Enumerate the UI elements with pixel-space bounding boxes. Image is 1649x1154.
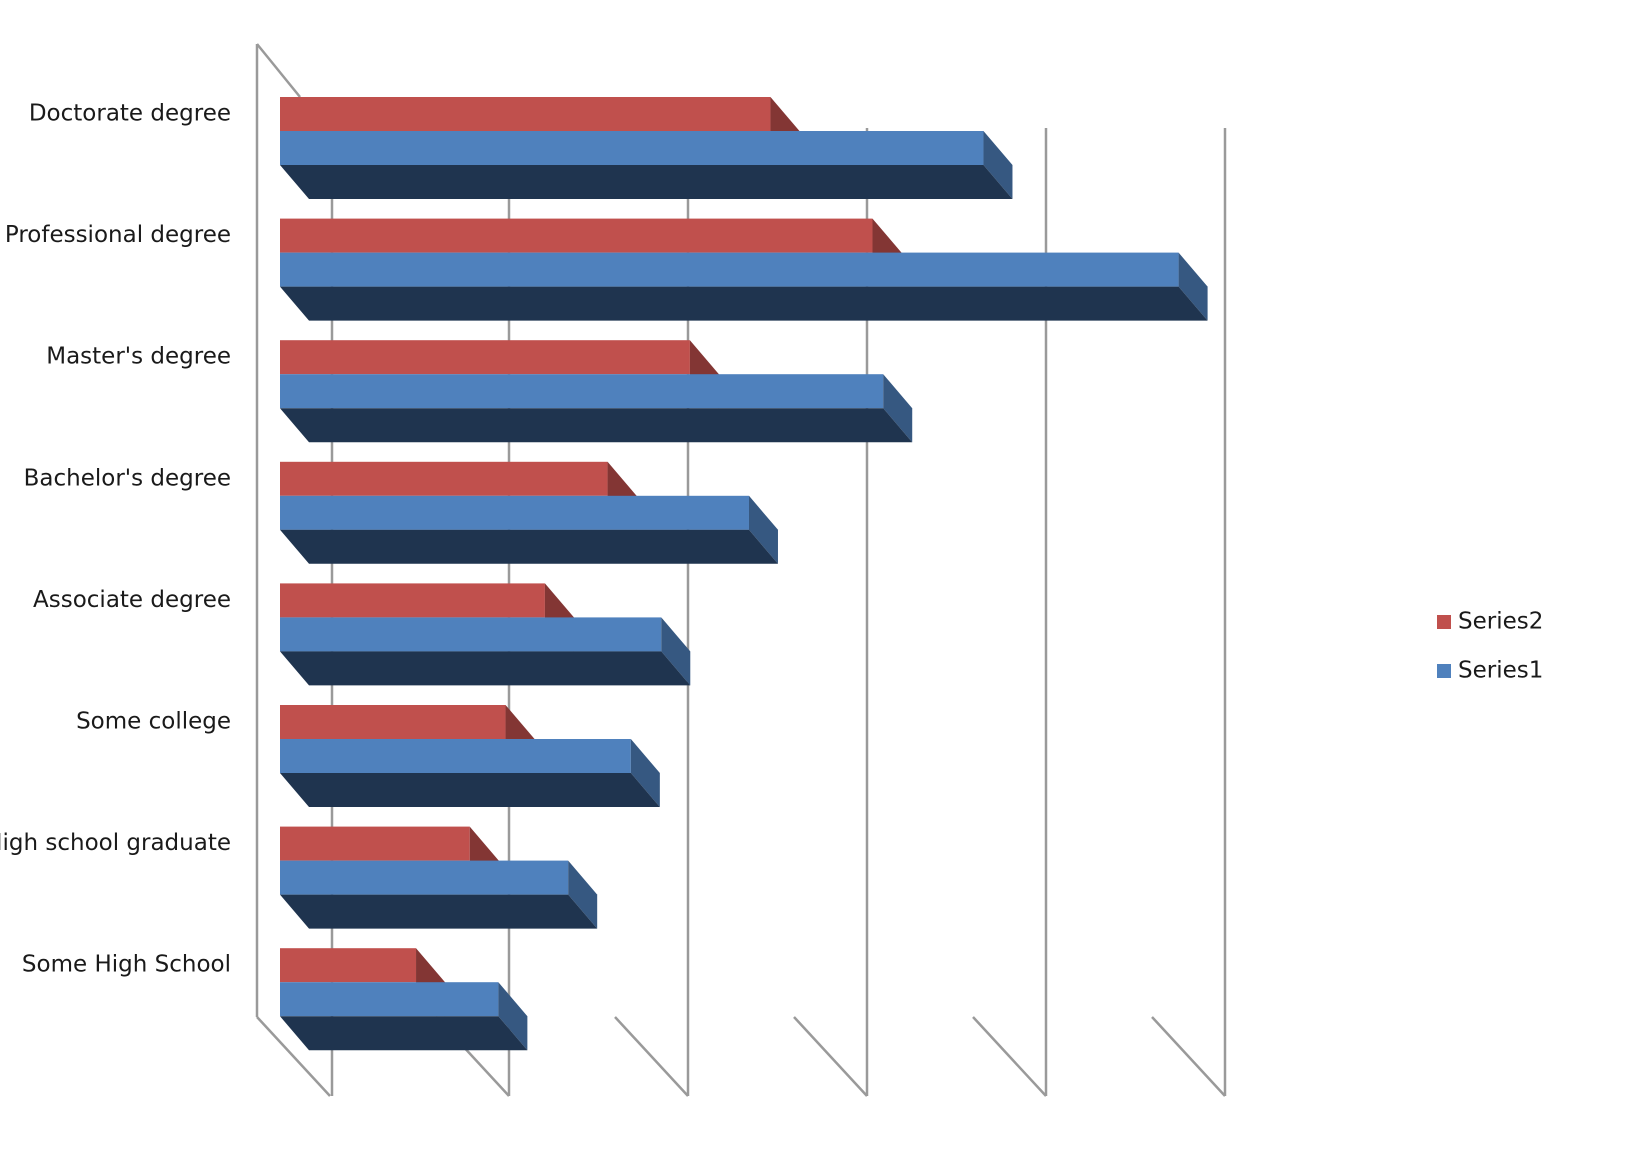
bars-layer xyxy=(280,97,1208,1051)
gridline-floor xyxy=(1151,1016,1226,1097)
bar-face xyxy=(280,617,662,652)
category-label: Some college xyxy=(76,709,231,735)
bar-bottom xyxy=(280,773,660,807)
category-group xyxy=(280,461,778,564)
legend-swatch xyxy=(1437,615,1451,629)
category-group xyxy=(280,948,528,1051)
legend-label: Series2 xyxy=(1458,609,1543,635)
category-group xyxy=(280,705,660,807)
bar-bottom xyxy=(280,165,1013,199)
bar-face xyxy=(280,982,499,1017)
category-label: High school graduate xyxy=(0,830,231,856)
bar-bottom xyxy=(280,286,1208,321)
bar-face xyxy=(280,826,470,861)
bar-series2 xyxy=(280,218,902,287)
category-label: Some High School xyxy=(22,952,231,978)
bar-series1 xyxy=(280,252,1208,321)
bar-end xyxy=(748,495,778,564)
bar-series1 xyxy=(280,495,778,564)
bar-face xyxy=(280,374,884,409)
bar-face xyxy=(280,461,608,496)
category-group xyxy=(280,97,1013,199)
bar-end xyxy=(498,982,528,1051)
bar-face xyxy=(280,948,417,983)
legend-item: Series2 xyxy=(1437,609,1543,635)
category-group xyxy=(280,583,691,686)
bar-end xyxy=(568,860,598,929)
bar-series1 xyxy=(280,617,691,686)
bar-bottom xyxy=(280,651,691,686)
bar-face xyxy=(280,97,771,131)
gridline-floor xyxy=(256,1016,331,1097)
bar-face xyxy=(280,218,873,253)
category-label: Doctorate degree xyxy=(29,101,231,127)
bar-end xyxy=(883,374,913,443)
bar-end xyxy=(983,131,1013,199)
category-group xyxy=(280,340,913,443)
gridline-floor xyxy=(793,1016,868,1097)
bar-bottom xyxy=(280,894,598,929)
bar-face xyxy=(280,860,569,895)
category-labels: Doctorate degree Professional degree Maste… xyxy=(0,101,231,978)
bar-face xyxy=(280,583,545,618)
bar-face xyxy=(280,131,984,165)
bar-series1 xyxy=(280,374,913,443)
bar-end xyxy=(1178,252,1208,321)
gridline-floor xyxy=(614,1016,689,1097)
bar-series1 xyxy=(280,982,528,1051)
legend-swatch xyxy=(1437,664,1451,678)
category-label: Master's degree xyxy=(46,344,231,370)
category-group xyxy=(280,218,1208,321)
bar-bottom xyxy=(280,1016,528,1051)
category-group xyxy=(280,826,598,929)
bar-bottom xyxy=(280,408,913,443)
bar-end xyxy=(661,617,691,686)
bar-bottom xyxy=(280,529,778,564)
bar-face xyxy=(280,252,1179,287)
grid-layer xyxy=(255,43,1227,1097)
bar-face xyxy=(280,705,506,739)
bar-face xyxy=(280,340,690,375)
legend-label: Series1 xyxy=(1458,658,1543,684)
legend-item: Series1 xyxy=(1437,658,1543,684)
category-label: Associate degree xyxy=(33,587,231,613)
bar-face xyxy=(280,739,631,773)
bar-end xyxy=(630,739,660,807)
bar-series1 xyxy=(280,131,1013,199)
bar-series1 xyxy=(280,739,660,807)
bar-face xyxy=(280,495,749,530)
wall-edge-top xyxy=(256,43,301,98)
legend: Series2 Series1 xyxy=(1437,609,1543,684)
bar-series1 xyxy=(280,860,598,929)
gridline-floor xyxy=(972,1016,1047,1097)
category-label: Professional degree xyxy=(5,222,231,248)
category-label: Bachelor's degree xyxy=(24,465,231,491)
